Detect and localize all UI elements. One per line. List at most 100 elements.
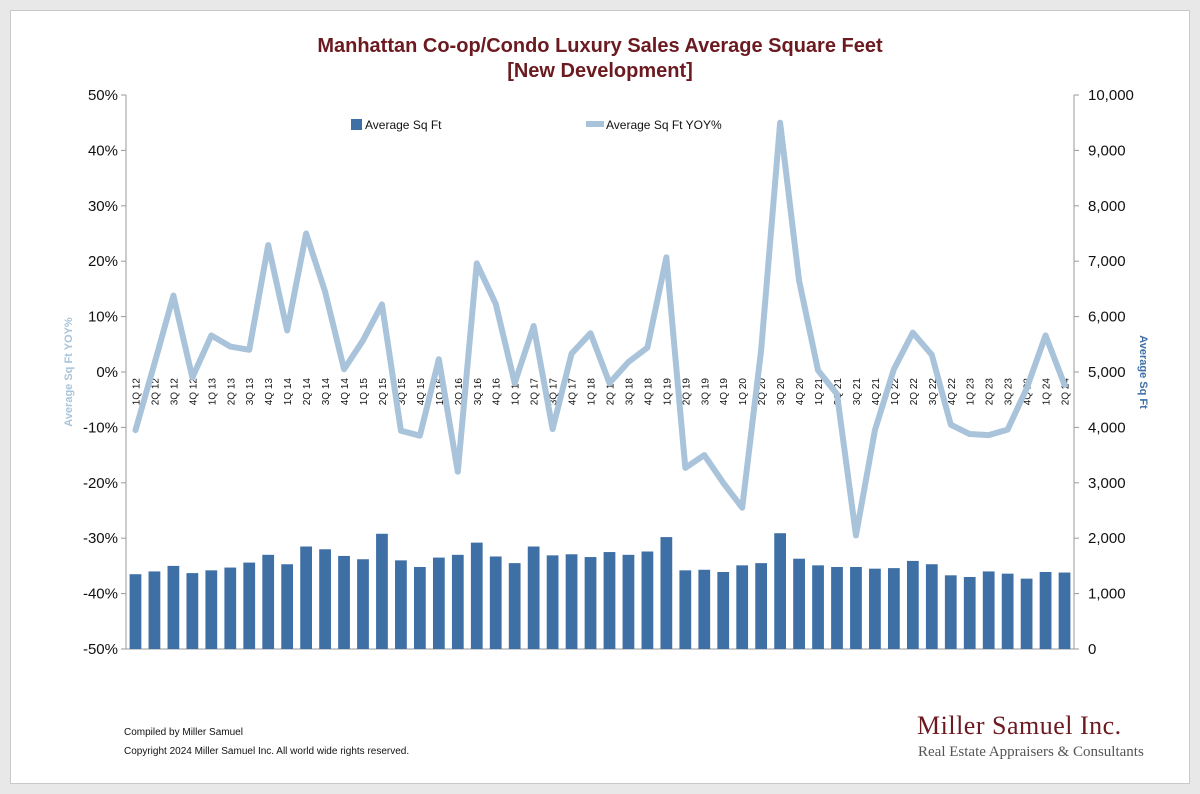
line-point xyxy=(893,368,895,370)
x-tick-label: 3Q 12 xyxy=(169,378,180,406)
line-point xyxy=(1026,388,1028,390)
line-point xyxy=(267,244,269,246)
bar xyxy=(224,567,237,649)
legend-swatch-bars xyxy=(351,119,362,130)
line-point xyxy=(741,507,743,509)
line-point xyxy=(343,368,345,370)
line-point xyxy=(969,433,971,435)
x-tick-label: 3Q 13 xyxy=(245,378,256,406)
x-tick-label: 4Q 14 xyxy=(340,378,351,406)
line-point xyxy=(514,382,516,384)
bar xyxy=(925,564,938,649)
chart-title: Manhattan Co-op/Condo Luxury Sales Avera… xyxy=(317,35,883,57)
chart-title-block: Manhattan Co-op/Condo Luxury Sales Avera… xyxy=(0,34,1200,84)
bar xyxy=(205,570,218,649)
x-tick-label: 4Q 16 xyxy=(492,378,503,406)
y-left-axis-title: Average Sq Ft YOY% xyxy=(63,317,75,427)
bar xyxy=(489,556,502,649)
x-tick-label: 3Q 16 xyxy=(473,378,484,406)
bar xyxy=(565,554,578,649)
bar xyxy=(376,533,388,649)
footer-compiled: Compiled by Miller Samuel xyxy=(124,727,243,738)
x-tick-label: 1Q 24 xyxy=(1042,378,1053,406)
x-tick-label: 3Q 19 xyxy=(700,378,711,406)
line-point xyxy=(798,280,800,282)
x-tick-label: 1Q 22 xyxy=(890,378,901,406)
x-tick-label: 2Q 20 xyxy=(757,378,768,406)
bar xyxy=(869,568,881,649)
right-tick-label: 0 xyxy=(1088,641,1096,658)
line-point xyxy=(779,122,781,124)
x-tick-label: 3Q 21 xyxy=(852,378,863,406)
x-tick-label: 3Q 15 xyxy=(397,378,408,406)
bar xyxy=(736,565,749,649)
bar xyxy=(243,562,256,649)
x-tick-label: 1Q 17 xyxy=(511,378,522,406)
left-tick-label: 40% xyxy=(88,142,118,159)
bar xyxy=(584,557,597,649)
left-tick-label: -30% xyxy=(83,530,118,547)
x-tick-label: 4Q 13 xyxy=(264,378,275,406)
bar xyxy=(603,552,616,649)
line-point xyxy=(571,353,573,355)
right-tick-label: 4,000 xyxy=(1088,419,1126,436)
x-tick-label: 3Q 23 xyxy=(1004,378,1015,406)
line-point xyxy=(476,262,478,264)
line-point xyxy=(722,482,724,484)
x-tick-label: 4Q 22 xyxy=(947,378,958,406)
left-tick-label: 50% xyxy=(88,87,118,104)
bar xyxy=(451,554,464,649)
line-point xyxy=(229,346,231,348)
line-point xyxy=(703,454,705,456)
logo-wordmark: Miller Samuel Inc. xyxy=(917,711,1122,740)
x-tick-label: 3Q 18 xyxy=(624,378,635,406)
line-point xyxy=(950,424,952,426)
left-tick-label: -50% xyxy=(83,641,118,658)
left-tick-label: 30% xyxy=(88,198,118,215)
x-tick-label: 4Q 18 xyxy=(643,378,654,406)
bar xyxy=(755,563,768,649)
x-tick-label: 2Q 23 xyxy=(985,378,996,406)
bar xyxy=(1001,573,1014,649)
bar xyxy=(793,558,805,649)
x-tick-label: 2Q 13 xyxy=(226,378,237,406)
bar xyxy=(850,567,862,649)
line-point xyxy=(191,377,193,379)
line-point xyxy=(931,354,933,356)
bar xyxy=(546,555,559,649)
bar xyxy=(717,571,730,649)
x-tick-label: 3Q 17 xyxy=(549,378,560,406)
line-point xyxy=(286,329,288,331)
left-tick-label: -40% xyxy=(83,586,118,603)
line-point xyxy=(362,339,364,341)
x-tick-label: 4Q 12 xyxy=(188,378,199,406)
bar xyxy=(262,554,275,649)
right-tick-label: 9,000 xyxy=(1088,142,1126,159)
line-point xyxy=(684,467,686,469)
line-point xyxy=(1007,429,1009,431)
line-point xyxy=(153,363,155,365)
x-tick-label: 1Q 21 xyxy=(814,378,825,406)
bar xyxy=(1039,571,1052,649)
line-point xyxy=(760,349,762,351)
x-tick-label: 2Q 12 xyxy=(150,378,161,406)
line-point xyxy=(210,334,212,336)
right-tick-label: 6,000 xyxy=(1088,309,1126,326)
right-tick-label: 8,000 xyxy=(1088,198,1126,215)
bar xyxy=(831,567,843,649)
bar xyxy=(812,565,824,649)
bar xyxy=(679,570,692,649)
bar xyxy=(888,568,900,649)
x-tick-label: 1Q 18 xyxy=(587,378,598,406)
left-tick-label: 20% xyxy=(88,253,118,270)
x-tick-label: 1Q 19 xyxy=(662,378,673,406)
line-point xyxy=(646,347,648,349)
x-tick-label: 1Q 15 xyxy=(359,378,370,406)
bar xyxy=(906,560,919,649)
x-tick-label: 1Q 14 xyxy=(283,378,294,406)
left-tick-label: -10% xyxy=(83,419,118,436)
x-tick-label: 1Q 13 xyxy=(207,378,218,406)
line-point xyxy=(552,428,554,430)
bar xyxy=(774,533,786,649)
bar xyxy=(319,549,331,649)
